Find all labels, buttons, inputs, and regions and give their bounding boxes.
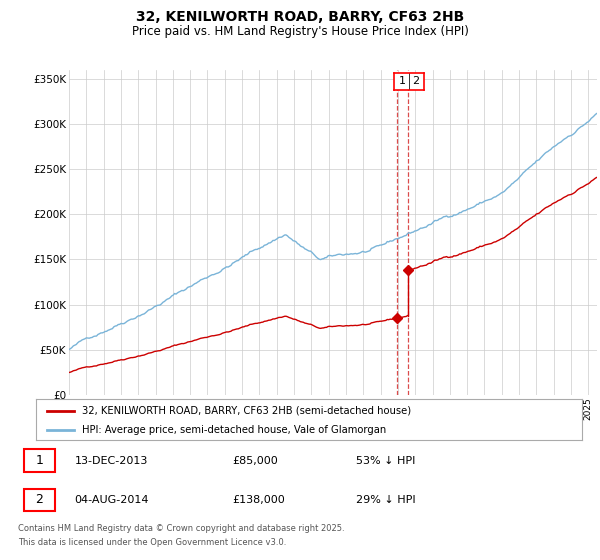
Text: 1: 1 [398, 76, 406, 86]
Bar [23, 449, 55, 472]
Text: 1: 1 [35, 454, 43, 467]
Text: 13-DEC-2013: 13-DEC-2013 [74, 455, 148, 465]
Bar [23, 488, 55, 511]
Text: This data is licensed under the Open Government Licence v3.0.: This data is licensed under the Open Gov… [18, 538, 286, 547]
Text: Price paid vs. HM Land Registry's House Price Index (HPI): Price paid vs. HM Land Registry's House … [131, 25, 469, 38]
Text: Contains HM Land Registry data © Crown copyright and database right 2025.: Contains HM Land Registry data © Crown c… [18, 524, 344, 533]
Text: 29% ↓ HPI: 29% ↓ HPI [356, 495, 416, 505]
Text: £138,000: £138,000 [232, 495, 285, 505]
Text: 32, KENILWORTH ROAD, BARRY, CF63 2HB (semi-detached house): 32, KENILWORTH ROAD, BARRY, CF63 2HB (se… [82, 405, 412, 416]
Text: 04-AUG-2014: 04-AUG-2014 [74, 495, 149, 505]
Text: £85,000: £85,000 [232, 455, 278, 465]
Text: HPI: Average price, semi-detached house, Vale of Glamorgan: HPI: Average price, semi-detached house,… [82, 424, 386, 435]
Text: 32, KENILWORTH ROAD, BARRY, CF63 2HB: 32, KENILWORTH ROAD, BARRY, CF63 2HB [136, 10, 464, 24]
Text: 2: 2 [412, 76, 419, 86]
Text: 53% ↓ HPI: 53% ↓ HPI [356, 455, 416, 465]
Text: 2: 2 [35, 493, 43, 506]
